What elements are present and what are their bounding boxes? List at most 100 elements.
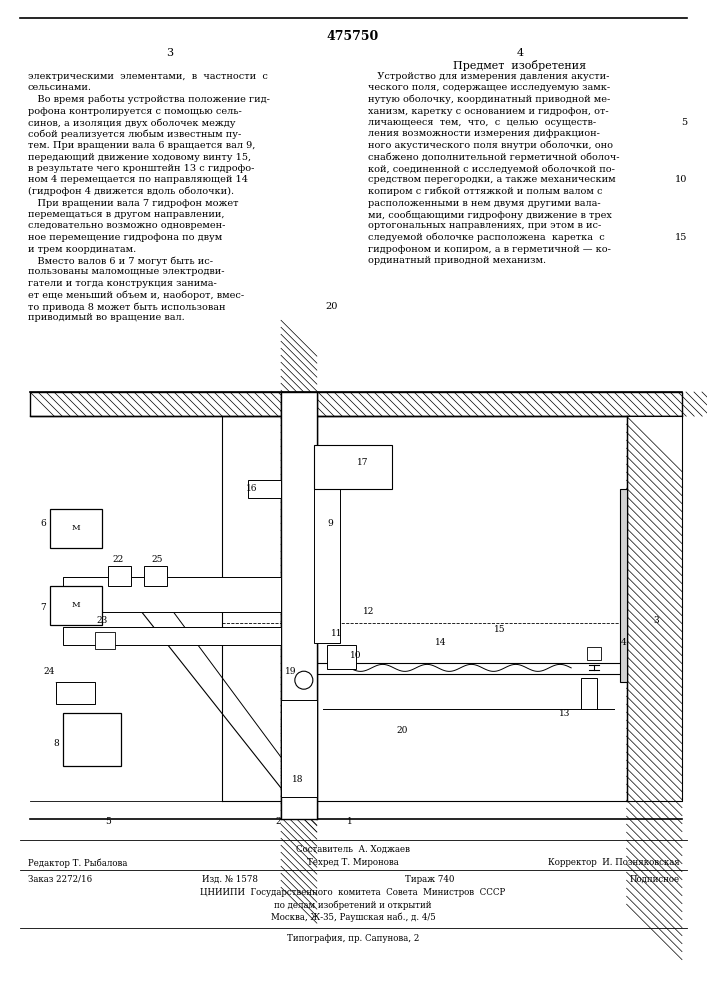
Text: 18: 18: [291, 775, 303, 784]
Text: ми, сообщающими гидрофону движение в трех: ми, сообщающими гидрофону движение в тре…: [368, 210, 612, 220]
Bar: [49, 509, 102, 548]
Bar: [144, 566, 167, 586]
Text: 13: 13: [559, 709, 571, 718]
Text: 5: 5: [105, 816, 111, 826]
Text: электрическими  элементами,  в  частности  с: электрическими элементами, в частности с: [28, 72, 268, 81]
Text: ортогональных направлениях, при этом в ис-: ортогональных направлениях, при этом в и…: [368, 222, 601, 231]
Text: 3: 3: [653, 616, 659, 625]
Text: 16: 16: [246, 484, 257, 493]
Text: M: M: [71, 601, 80, 609]
Text: 4: 4: [621, 638, 626, 647]
Text: кой, соединенной с исследуемой оболочкой по-: кой, соединенной с исследуемой оболочкой…: [368, 164, 615, 174]
Text: гатели и тогда конструкция занима-: гатели и тогда конструкция занима-: [28, 279, 217, 288]
Text: пользованы маломощные электродви-: пользованы маломощные электродви-: [28, 267, 225, 276]
Text: рофона контролируется с помощью сель-: рофона контролируется с помощью сель-: [28, 106, 242, 115]
Bar: [620, 489, 626, 682]
Text: Типография, пр. Сапунова, 2: Типография, пр. Сапунова, 2: [287, 934, 419, 943]
Text: При вращении вала 7 гидрофон может: При вращении вала 7 гидрофон может: [28, 198, 238, 208]
Text: расположенными в нем двумя другими вала-: расположенными в нем двумя другими вала-: [368, 198, 601, 208]
Bar: [327, 645, 356, 669]
Text: 23: 23: [96, 616, 107, 625]
Text: Подписное: Подписное: [630, 875, 680, 884]
Text: ческого поля, содержащее исследуемую замк-: ческого поля, содержащее исследуемую зам…: [368, 84, 610, 93]
Text: 475750: 475750: [327, 30, 379, 43]
Text: 14: 14: [435, 638, 447, 647]
Text: Предмет  изобретения: Предмет изобретения: [453, 60, 587, 71]
Text: следовательно возможно одновремен-: следовательно возможно одновремен-: [28, 222, 226, 231]
Text: гидрофоном и копиром, а в герметичной — ко-: гидрофоном и копиром, а в герметичной — …: [368, 244, 611, 253]
Text: по делам изобретений и открытий: по делам изобретений и открытий: [274, 900, 432, 910]
Text: Во время работы устройства положение гид-: Во время работы устройства положение гид…: [28, 95, 270, 104]
Text: нутую оболочку, координатный приводной ме-: нутую оболочку, координатный приводной м…: [368, 95, 610, 104]
Text: Тираж 740: Тираж 740: [405, 875, 455, 884]
Bar: [30, 392, 682, 416]
Text: 24: 24: [44, 667, 55, 676]
Text: и трем координатам.: и трем координатам.: [28, 244, 136, 253]
Text: 15: 15: [493, 625, 506, 634]
Text: Редактор Т. Рыбалова: Редактор Т. Рыбалова: [28, 858, 127, 867]
Text: тем. При вращении вала 6 вращается вал 9,: тем. При вращении вала 6 вращается вал 9…: [28, 141, 255, 150]
Text: M: M: [71, 524, 80, 532]
Text: 15: 15: [674, 233, 687, 242]
Bar: [248, 480, 281, 498]
Text: следуемой оболочке расположена  каретка  с: следуемой оболочке расположена каретка с: [368, 233, 604, 242]
Text: приводимый во вращение вал.: приводимый во вращение вал.: [28, 314, 185, 322]
Text: ханизм, каретку с основанием и гидрофон, от-: ханизм, каретку с основанием и гидрофон,…: [368, 106, 609, 115]
Text: 10: 10: [350, 652, 362, 660]
Text: средством перегородки, а также механическим: средством перегородки, а также механичес…: [368, 176, 616, 184]
Text: собой реализуется любым известным пу-: собой реализуется любым известным пу-: [28, 129, 241, 139]
Text: ет еще меньший объем и, наоборот, вмес-: ет еще меньший объем и, наоборот, вмес-: [28, 290, 244, 300]
Text: 9: 9: [327, 520, 333, 528]
Text: перемещаться в другом направлении,: перемещаться в другом направлении,: [28, 210, 225, 219]
Text: 7: 7: [40, 603, 46, 612]
Text: Вместо валов 6 и 7 могут быть ис-: Вместо валов 6 и 7 могут быть ис-: [28, 256, 213, 265]
Text: Техред Т. Миронова: Техред Т. Миронова: [307, 858, 399, 867]
Text: ления возможности измерения дифракцион-: ления возможности измерения дифракцион-: [368, 129, 600, 138]
Bar: [314, 445, 392, 489]
Bar: [63, 627, 281, 645]
Text: Устройство для измерения давления акусти-: Устройство для измерения давления акусти…: [368, 72, 609, 81]
Text: Москва, Ж-35, Раушская наб., д. 4/5: Москва, Ж-35, Раушская наб., д. 4/5: [271, 912, 436, 922]
Bar: [56, 682, 95, 704]
Text: 19: 19: [285, 667, 296, 676]
Bar: [626, 416, 682, 801]
Text: ное перемещение гидрофона по двум: ное перемещение гидрофона по двум: [28, 233, 222, 242]
Text: 8: 8: [53, 740, 59, 748]
Text: 25: 25: [151, 555, 163, 564]
Text: сельсинами.: сельсинами.: [28, 84, 92, 93]
Text: ного акустического поля внутри оболочки, оно: ного акустического поля внутри оболочки,…: [368, 141, 613, 150]
Text: Изд. № 1578: Изд. № 1578: [202, 875, 258, 884]
Text: снабжено дополнительной герметичной оболоч-: снабжено дополнительной герметичной обол…: [368, 152, 619, 162]
Bar: [314, 489, 339, 643]
Text: 11: 11: [331, 630, 342, 639]
Text: 4: 4: [516, 48, 524, 58]
Text: 22: 22: [112, 555, 124, 564]
Text: ЦНИИПИ  Государственного  комитета  Совета  Министров  СССР: ЦНИИПИ Государственного комитета Совета …: [200, 888, 506, 897]
Bar: [108, 566, 131, 586]
Text: (гидрофон 4 движется вдоль оболочки).: (гидрофон 4 движется вдоль оболочки).: [28, 187, 234, 196]
Text: 5: 5: [681, 118, 687, 127]
Text: Заказ 2272/16: Заказ 2272/16: [28, 875, 92, 884]
Text: ординатный приводной механизм.: ординатный приводной механизм.: [368, 256, 546, 265]
Text: личающееся  тем,  что,  с  целью  осуществ-: личающееся тем, что, с целью осуществ-: [368, 118, 596, 127]
Text: в результате чего кронштейн 13 с гидрофо-: в результате чего кронштейн 13 с гидрофо…: [28, 164, 255, 173]
Text: 20: 20: [396, 726, 407, 735]
Text: 1: 1: [346, 816, 352, 826]
Text: 10: 10: [674, 176, 687, 184]
Bar: [281, 700, 317, 797]
Text: 3: 3: [166, 48, 173, 58]
Text: синов, а изоляция двух оболочек между: синов, а изоляция двух оболочек между: [28, 118, 235, 127]
Bar: [95, 632, 115, 649]
Bar: [63, 577, 281, 612]
Text: Корректор  И. Позняковская: Корректор И. Позняковская: [548, 858, 680, 867]
Text: Составитель  А. Ходжаев: Составитель А. Ходжаев: [296, 845, 410, 854]
Text: копиром с гибкой оттяжкой и полым валом с: копиром с гибкой оттяжкой и полым валом …: [368, 187, 602, 196]
Text: 17: 17: [357, 458, 368, 467]
Bar: [588, 647, 600, 660]
Text: ном 4 перемещается по направляющей 14: ном 4 перемещается по направляющей 14: [28, 176, 248, 184]
Text: то привода 8 может быть использован: то привода 8 может быть использован: [28, 302, 226, 312]
Bar: [63, 713, 122, 766]
Bar: [49, 586, 102, 625]
Bar: [281, 392, 317, 819]
Text: 20: 20: [326, 302, 338, 311]
